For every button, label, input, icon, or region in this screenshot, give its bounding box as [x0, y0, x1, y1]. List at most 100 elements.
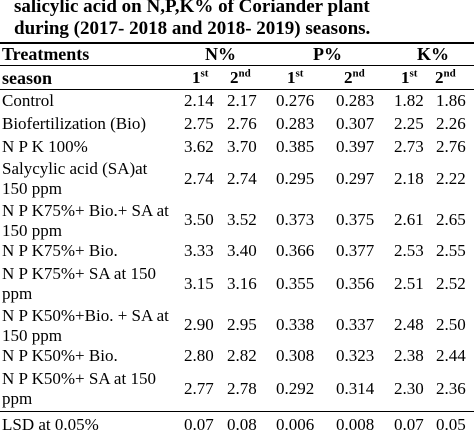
n-second-cell: 2.17	[227, 91, 257, 110]
treatment-cell: Biofertilization (Bio)	[2, 114, 146, 133]
n-second-cell: 3.52	[227, 210, 257, 229]
header-divider	[0, 65, 474, 66]
n-first-season-header: 1st	[192, 67, 209, 87]
p-second-cell: 0.356	[336, 274, 375, 293]
n-first-cell: 2.80	[184, 346, 214, 365]
p-second-cell: 0.323	[336, 346, 375, 365]
p-first-cell: 0.283	[276, 114, 315, 133]
k-first-season-header: 1st	[401, 67, 418, 87]
n-first-cell: 2.77	[184, 379, 214, 398]
table-row-lsd: LSD at 0.05% 0.07 0.08 0.006 0.008 0.07 …	[0, 411, 474, 435]
treatment-cell: N P K75%+ Bio.+ SA at 150 ppm	[2, 201, 169, 240]
treatment-cell: N P K50%+ Bio.	[2, 346, 118, 365]
p-first-season-header: 1st	[287, 67, 304, 87]
k-second-cell: 2.22	[436, 169, 466, 188]
p-second-cell: 0.297	[336, 169, 375, 188]
treatment-cell: Salycylic acid (SA)at 150 ppm	[2, 159, 148, 198]
table-row: Salycylic acid (SA)at 150 ppm 2.74 2.74 …	[0, 159, 474, 201]
season-divider	[0, 89, 474, 90]
p-first-cell: 0.308	[276, 346, 315, 365]
p-first-cell: 0.366	[276, 241, 315, 260]
n-first-cell: 3.15	[184, 274, 214, 293]
lsd-divider	[0, 411, 474, 412]
k-second-cell: 2.36	[436, 379, 466, 398]
k-second-season-header: 2nd	[435, 67, 456, 87]
p-first-cell: 0.276	[276, 91, 315, 110]
n-second-cell: 3.16	[227, 274, 257, 293]
treatment-cell: N P K50%+ SA at 150 ppm	[2, 369, 156, 408]
season-header: season	[2, 68, 53, 88]
p-percent-header: P%	[313, 44, 342, 64]
table-row: N P K75%+ SA at 150 ppm 3.15 3.16 0.355 …	[0, 264, 474, 306]
n-second-cell: 3.70	[227, 137, 257, 156]
p-second-cell: 0.008	[336, 415, 375, 434]
n-first-cell: 2.75	[184, 114, 214, 133]
n-second-cell: 2.74	[227, 169, 257, 188]
treatment-cell: N P K50%+Bio. + SA at 150 ppm	[2, 306, 169, 345]
treatment-cell: N P K75%+ SA at 150 ppm	[2, 264, 156, 303]
k-first-cell: 2.73	[394, 137, 424, 156]
p-second-season-header: 2nd	[344, 67, 365, 87]
k-second-cell: 2.76	[436, 137, 466, 156]
table-row: N P K50%+ SA at 150 ppm 2.77 2.78 0.292 …	[0, 369, 474, 411]
k-second-cell: 1.86	[436, 91, 466, 110]
n-percent-header: N%	[205, 44, 236, 64]
table-row: Control 2.14 2.17 0.276 0.283 1.82 1.86	[0, 91, 474, 114]
n-second-cell: 2.76	[227, 114, 257, 133]
k-first-cell: 2.53	[394, 241, 424, 260]
p-second-cell: 0.375	[336, 210, 375, 229]
p-first-cell: 0.006	[276, 415, 315, 434]
table-row: N P K 100% 3.62 3.70 0.385 0.397 2.73 2.…	[0, 137, 474, 159]
k-second-cell: 2.65	[436, 210, 466, 229]
k-first-cell: 2.51	[394, 274, 424, 293]
p-second-cell: 0.337	[336, 315, 375, 334]
k-second-cell: 2.26	[436, 114, 466, 133]
k-second-cell: 0.05	[436, 415, 466, 434]
treatments-header: Treatments	[2, 44, 90, 64]
n-first-cell: 0.07	[184, 415, 214, 434]
n-first-cell: 2.90	[184, 315, 214, 334]
n-second-cell: 2.82	[227, 346, 257, 365]
n-second-cell: 3.40	[227, 241, 257, 260]
k-first-cell: 1.82	[394, 91, 424, 110]
n-second-cell: 2.78	[227, 379, 257, 398]
k-first-cell: 2.48	[394, 315, 424, 334]
table-top-rule	[0, 42, 474, 44]
table-row: N P K75%+ Bio.+ SA at 150 ppm 3.50 3.52 …	[0, 201, 474, 241]
p-second-cell: 0.283	[336, 91, 375, 110]
table-caption-line-1: salicylic acid on N,P,K% of Coriander pl…	[14, 0, 370, 17]
table-caption-line-2: during (2017- 2018 and 2018- 2019) seaso…	[14, 18, 371, 39]
n-first-cell: 3.50	[184, 210, 214, 229]
p-first-cell: 0.355	[276, 274, 315, 293]
k-first-cell: 2.38	[394, 346, 424, 365]
k-first-cell: 2.30	[394, 379, 424, 398]
k-second-cell: 2.55	[436, 241, 466, 260]
k-first-cell: 2.61	[394, 210, 424, 229]
k-second-cell: 2.50	[436, 315, 466, 334]
treatment-cell: LSD at 0.05%	[2, 415, 99, 434]
n-second-cell: 0.08	[227, 415, 257, 434]
treatment-cell: N P K 100%	[2, 137, 88, 156]
p-second-cell: 0.307	[336, 114, 375, 133]
k-second-cell: 2.52	[436, 274, 466, 293]
k-first-cell: 2.25	[394, 114, 424, 133]
p-first-cell: 0.373	[276, 210, 315, 229]
n-second-cell: 2.95	[227, 315, 257, 334]
n-first-cell: 2.74	[184, 169, 214, 188]
k-first-cell: 2.18	[394, 169, 424, 188]
p-first-cell: 0.338	[276, 315, 315, 334]
p-first-cell: 0.292	[276, 379, 315, 398]
table-row: N P K50%+Bio. + SA at 150 ppm 2.90 2.95 …	[0, 306, 474, 346]
k-second-cell: 2.44	[436, 346, 466, 365]
k-first-cell: 0.07	[394, 415, 424, 434]
n-first-cell: 3.33	[184, 241, 214, 260]
n-second-season-header: 2nd	[230, 67, 251, 87]
treatment-cell: N P K75%+ Bio.	[2, 241, 118, 260]
n-first-cell: 2.14	[184, 91, 214, 110]
table-body: Control 2.14 2.17 0.276 0.283 1.82 1.86 …	[0, 91, 474, 435]
p-second-cell: 0.314	[336, 379, 375, 398]
table-row: N P K75%+ Bio. 3.33 3.40 0.366 0.377 2.5…	[0, 241, 474, 264]
p-first-cell: 0.295	[276, 169, 315, 188]
p-second-cell: 0.397	[336, 137, 375, 156]
